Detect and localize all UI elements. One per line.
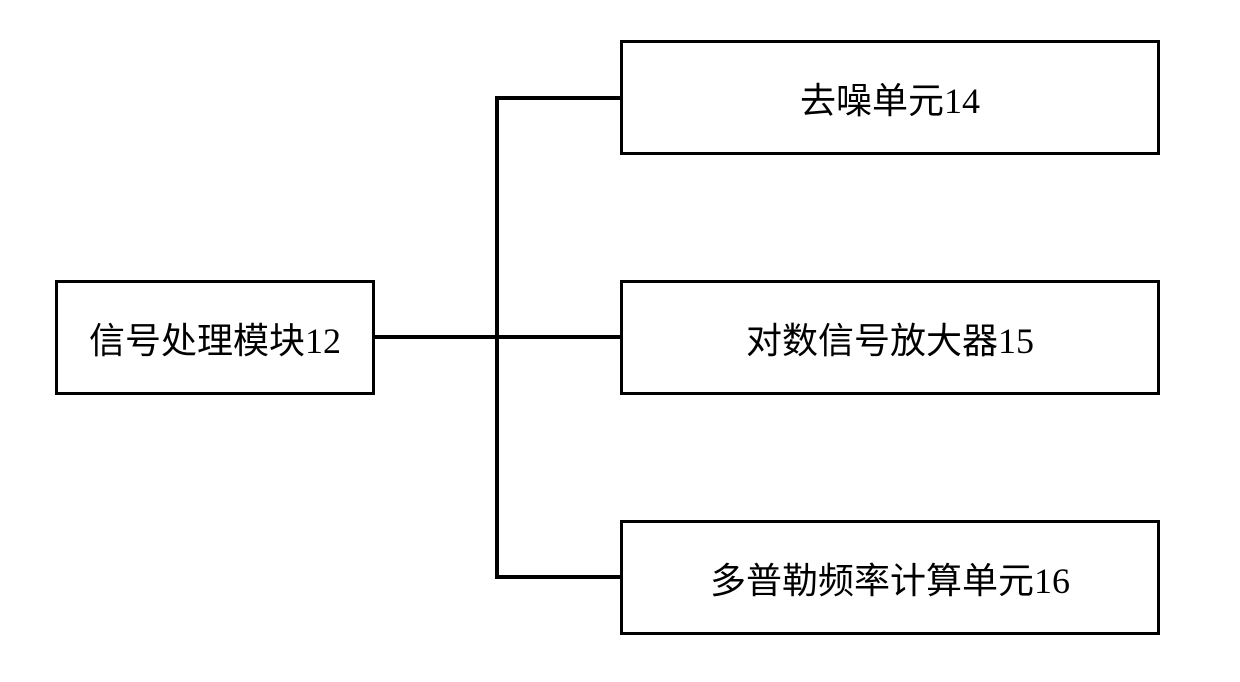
signal-processing-module-box: 信号处理模块12 xyxy=(55,280,375,395)
log-amplifier-box: 对数信号放大器15 xyxy=(620,280,1160,395)
connector-branch-bottom xyxy=(495,575,620,579)
doppler-frequency-unit-box: 多普勒频率计算单元16 xyxy=(620,520,1160,635)
denoising-unit-box: 去噪单元14 xyxy=(620,40,1160,155)
doppler-frequency-unit-label: 多普勒频率计算单元16 xyxy=(710,552,1070,604)
connector-vertical-bus xyxy=(495,96,499,579)
signal-processing-module-label: 信号处理模块12 xyxy=(89,312,341,364)
denoising-unit-label: 去噪单元14 xyxy=(800,72,980,124)
connector-branch-top xyxy=(495,96,620,100)
log-amplifier-label: 对数信号放大器15 xyxy=(746,312,1034,364)
